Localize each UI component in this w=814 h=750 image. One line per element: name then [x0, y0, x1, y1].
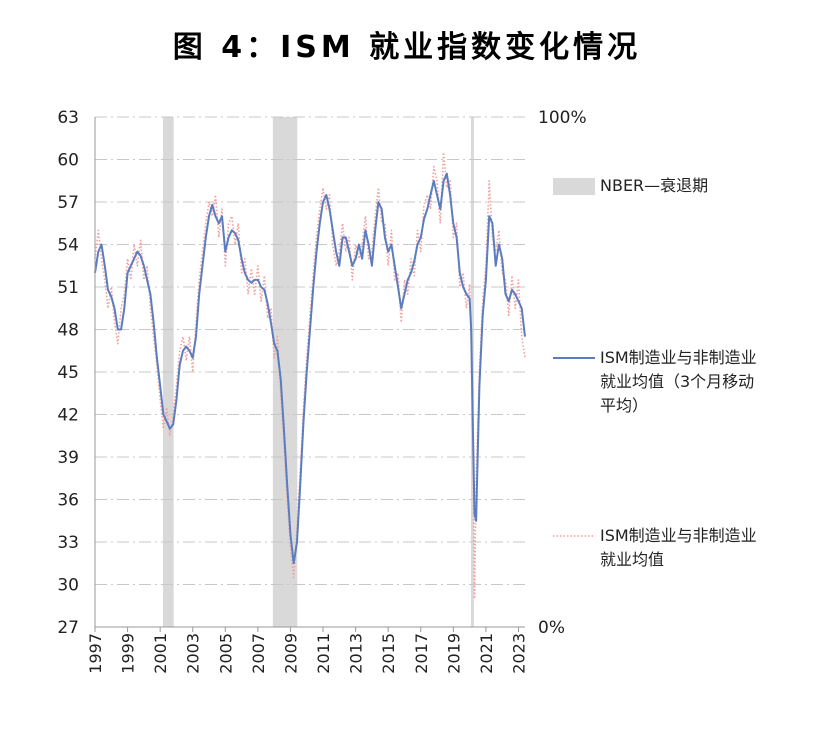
y-tick-label: 51: [57, 278, 79, 298]
x-axis-ticks: 1997 1999 2001 2003 2005 2007 2009 2011 2013 2015…: [86, 627, 528, 674]
x-tick-label: 2011: [314, 633, 333, 674]
series-line-raw: [94, 151, 526, 600]
y-tick-label: 33: [57, 533, 79, 553]
y-tick-label: 48: [57, 321, 79, 341]
x-tick-label: 2021: [477, 633, 496, 674]
series-layer: [94, 151, 526, 600]
legend-label-ma3: ISM制造业与非制造业就业均值（3个月移动平均）: [600, 348, 757, 415]
y2-tick-label: 0%: [538, 618, 565, 638]
x-tick-label: 2015: [379, 633, 398, 674]
y-tick-label: 57: [57, 193, 79, 213]
chart-title: 图 4：ISM 就业指数变化情况: [172, 30, 642, 65]
legend-swatch-recession: [553, 178, 595, 195]
x-tick-label: 2017: [412, 633, 431, 674]
x-tick-label: 2007: [249, 633, 268, 674]
x-tick-label: 2019: [444, 633, 463, 674]
x-tick-label: 2013: [347, 633, 366, 674]
x-tick-label: 2003: [184, 633, 203, 674]
legend: [553, 178, 595, 537]
x-tick-label: 2005: [216, 633, 235, 674]
legend-label-recession: NBER—衰退期: [600, 176, 709, 195]
x-tick-label: 1999: [119, 633, 138, 674]
x-tick-label: 2009: [281, 633, 300, 674]
y2-axis-ticks: 100% 0%: [538, 108, 587, 638]
x-tick-label: 2001: [151, 633, 170, 674]
y-tick-label: 27: [57, 618, 79, 638]
y-axis-ticks: 63 60 57 54 51 48 45 42 39 36 33 30 27: [57, 108, 79, 638]
y-tick-label: 45: [57, 363, 79, 383]
y-tick-label: 54: [57, 236, 79, 256]
y-tick-label: 30: [57, 576, 79, 596]
x-tick-label: 2023: [509, 633, 528, 674]
y-tick-label: 63: [57, 108, 79, 128]
grid-lines: [95, 116, 525, 585]
y-tick-label: 36: [57, 491, 79, 511]
x-tick-label: 1997: [86, 633, 105, 674]
y2-tick-label: 100%: [538, 108, 587, 128]
y-tick-label: 42: [57, 406, 79, 426]
y-tick-label: 39: [57, 448, 79, 468]
series-line-ma3: [94, 172, 526, 565]
legend-label-raw: ISM制造业与非制造业就业均值: [600, 526, 757, 569]
y-tick-label: 60: [57, 151, 79, 171]
